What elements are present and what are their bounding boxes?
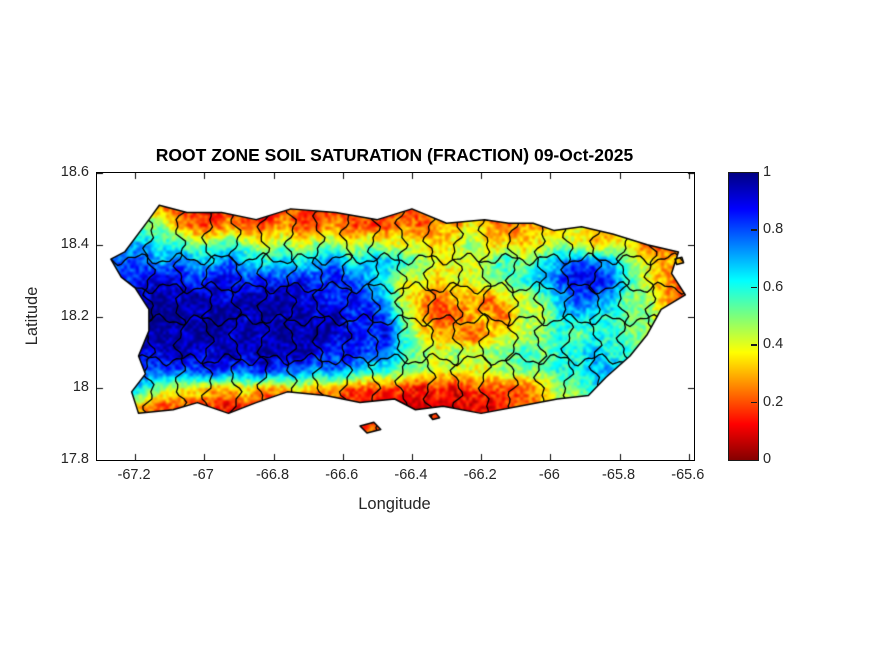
x-tick-label: -66.8 (255, 467, 290, 483)
colorbar-tick-mark (751, 286, 757, 289)
colorbar-tick-mark (751, 401, 757, 404)
colorbar-tick-label: 1 (763, 164, 772, 180)
y-tick-label: 18 (72, 379, 89, 396)
x-tick-label: -65.8 (602, 467, 636, 483)
x-tick-label: -66.6 (325, 467, 359, 483)
y-tick-label: 17.8 (60, 451, 89, 467)
colorbar (728, 172, 759, 461)
colorbar-tick-mark (751, 229, 757, 231)
colorbar-tick-label: 0 (763, 451, 772, 467)
x-axis-label: Longitude (358, 495, 431, 513)
map-canvas (97, 173, 694, 460)
colorbar-tick-mark (751, 344, 757, 346)
plot-title: ROOT ZONE SOIL SATURATION (FRACTION) 09-… (155, 145, 634, 165)
x-tick-label: -67.2 (117, 467, 151, 483)
x-tick-label: -65.6 (671, 467, 705, 483)
colorbar-tick-label: 0.8 (763, 221, 784, 238)
x-tick-label: -66.2 (463, 467, 497, 483)
x-tick-label: -67 (192, 467, 214, 483)
plot-area (96, 172, 695, 461)
y-tick-label: 18.4 (60, 235, 89, 252)
x-tick-label: -66.4 (394, 467, 428, 483)
y-tick-label: 18.2 (60, 307, 89, 324)
y-tick-label: 18.6 (60, 164, 89, 180)
colorbar-tick-label: 0.2 (763, 393, 784, 410)
colorbar-tick-label: 0.6 (763, 278, 784, 295)
colorbar-tick-label: 0.4 (763, 336, 784, 353)
x-tick-label: -66 (538, 467, 560, 483)
